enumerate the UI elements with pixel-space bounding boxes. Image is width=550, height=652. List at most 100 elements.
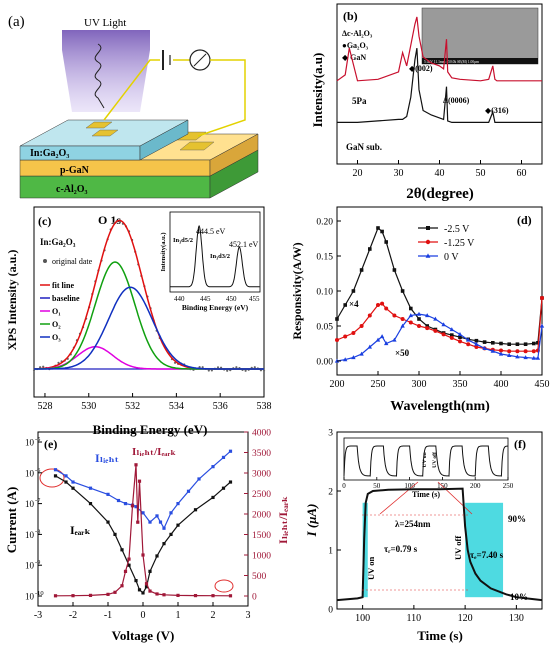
xps-O₃-curve (34, 286, 264, 370)
d-x-tick-label: 400 (494, 379, 509, 390)
series-0V-line (336, 313, 543, 362)
series-marker (441, 332, 446, 337)
panel-f-inset: 050100150200250 Time (s) UV on UV off (342, 437, 514, 499)
series-marker (458, 335, 462, 339)
sem-inset-text: 5.0kV 11.1mm x50.0k SE(M) 1.00µm (424, 60, 479, 64)
ratio-marker (211, 594, 215, 598)
series-marker (409, 306, 413, 311)
peak-label-0006: Δ(0006) (443, 96, 470, 105)
inset-label-1: In₃d5/2 (173, 237, 193, 244)
series-gan-sub-line (337, 48, 542, 123)
xps-data-point (210, 369, 213, 372)
inset-ylabel: Intensity(a.u.) (160, 232, 167, 271)
label-ratio: Iₗᵢₑₕₜ/Iₑₐᵣₖ (132, 446, 176, 458)
series-marker (425, 324, 429, 328)
series-marker (417, 324, 421, 328)
series-marker (482, 346, 487, 350)
ratio-marker (144, 582, 149, 586)
e-ylog-tick-label: 10 (25, 468, 35, 478)
panel-f-xlabel: Time (s) (417, 628, 463, 643)
series-marker (392, 268, 397, 272)
idark-marker (148, 569, 152, 573)
curve-label-gan-sub: GaN sub. (346, 142, 382, 152)
series-marker (417, 317, 421, 321)
c-x-tick-label: 530 (81, 401, 96, 412)
ilight-marker (155, 514, 159, 518)
panel-c-sample: In:Ga₂O₃ (40, 237, 76, 247)
ilight-marker (158, 520, 163, 524)
panel-c-inset: 444.5 eV 452.1 eV In₃d5/2 In₃d3/2 440 44… (160, 211, 261, 312)
legend-marker (425, 253, 431, 258)
b-x-tick-label: 40 (435, 168, 445, 179)
series-marker (384, 306, 389, 311)
inset-uv-on: UV on (422, 452, 428, 467)
uv-off-region (465, 502, 504, 598)
xps-data-point (32, 369, 36, 372)
idark-marker (106, 520, 110, 524)
photocurrent-line (336, 487, 543, 602)
panel-c-axes (33, 206, 265, 398)
series-marker (466, 337, 471, 342)
idark-marker (162, 542, 166, 546)
d-x-tick-label: 450 (535, 379, 550, 390)
panel-c-xlabel: Binding Energy (eV) (93, 422, 208, 437)
panel-f-ylabel: I (μA) (304, 504, 319, 538)
series-marker (466, 342, 471, 347)
xps-data-point (39, 366, 42, 369)
series-marker (367, 344, 372, 349)
f-x-tick-label: 120 (458, 613, 473, 624)
c-x-tick-label: 532 (125, 401, 140, 412)
ilight-marker (228, 449, 233, 453)
e-y2-tick-label: 3500 (252, 449, 271, 459)
panel-d-legend: -2.5 V -1.25 V 0 V (418, 224, 475, 263)
marker-circle-right (214, 579, 234, 593)
legend-o2: O₂ (52, 320, 61, 329)
series-marker (368, 247, 372, 251)
series-marker (474, 338, 479, 343)
series-marker (531, 355, 536, 360)
legend-marker (425, 239, 431, 245)
idark-marker (176, 523, 180, 527)
legend-label: -2.5 V (444, 224, 470, 235)
series--1.25V-line (336, 297, 543, 352)
legend-fit: fit line (52, 281, 74, 290)
f-inset-tick-label: 0 (342, 482, 346, 490)
panel-e: (e) Iₗᵢₑₕₜ Iₗᵢₑₕₜ/Iₑₐᵣₖ Iₑₐᵣₖ -3 -2 -1 0 1 2 3… (4, 429, 290, 644)
panel-c-legend: original date fit line baseline O₁ O₂ O₃ (40, 257, 93, 342)
ilight-marker (211, 465, 215, 469)
panel-f-axes (336, 431, 543, 610)
idark-marker (120, 548, 124, 552)
f-x-tick-label: 110 (407, 613, 422, 624)
series-marker (335, 317, 339, 321)
ilight-marker (88, 486, 93, 490)
ratio-marker (123, 569, 128, 573)
layer-pgan-front (19, 159, 211, 177)
f-y-tick-label: 3 (328, 429, 333, 439)
ilight-marker (106, 492, 110, 496)
tau-d-label: τₑ=7.40 s (470, 550, 504, 560)
ratio-marker (120, 584, 124, 588)
idark-marker (64, 480, 68, 484)
panel-f: (f) 050100150200250 Time (s) UV on UV of… (304, 429, 543, 643)
d-x-tick-label: 300 (412, 379, 427, 390)
series-marker (474, 341, 479, 346)
series--2.5V-line (336, 226, 543, 345)
series-marker (532, 341, 536, 346)
e-ylog-tick-label: 10 (25, 438, 35, 448)
e-x-tick-label: 0 (141, 610, 146, 621)
series-marker (540, 296, 544, 300)
series-marker (359, 268, 364, 272)
xps-O₁-curve (33, 345, 264, 370)
peak-label-002: ◆(002) (409, 64, 433, 73)
label-uv-off: UV off (453, 536, 463, 560)
series-marker (482, 340, 487, 344)
panel-d-plot: 200 250 300 350 400 450 0.00 0.05 0.10 0.15 0.20 (316, 218, 549, 391)
inset-tick-455: 455 (249, 295, 260, 303)
d-y-tick-label: 0.15 (316, 253, 333, 263)
b-x-tick-label: 60 (517, 168, 527, 179)
idark-marker (134, 579, 138, 583)
panel-f-label: (f) (514, 437, 526, 451)
d-y-tick-label: 0.00 (316, 358, 333, 368)
e-ylog-tick-exp: -7 (35, 498, 41, 505)
